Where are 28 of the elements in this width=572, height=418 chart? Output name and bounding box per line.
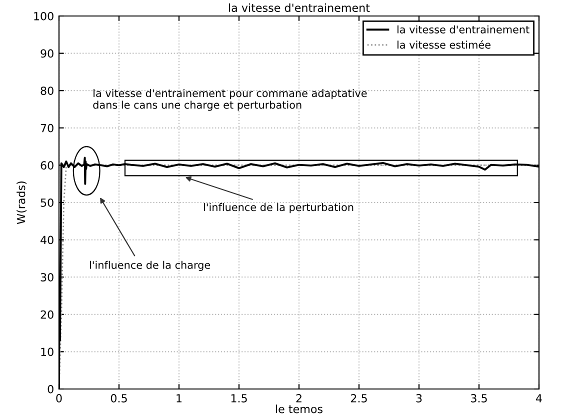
y-tick-label: 50: [40, 198, 54, 207]
y-tick-label: 40: [40, 236, 54, 244]
x-tick-label: 0.5: [110, 394, 127, 402]
annotation: l'influence de la perturbation: [204, 203, 354, 214]
x-tick-label: 2.5: [350, 394, 367, 402]
x-tick-label: 1: [176, 394, 182, 402]
x-tick-label: 3: [416, 394, 422, 402]
y-tick-label: 30: [40, 273, 54, 282]
y-axis-title: W(rads): [16, 182, 27, 224]
y-tick-label: 90: [40, 49, 54, 58]
x-tick-label: 4: [536, 394, 542, 402]
legend-label: la vitesse d'entrainement: [398, 25, 530, 34]
x-axis-title: le temos: [276, 404, 322, 414]
x-tick-label: 0: [56, 394, 62, 402]
annotation: l'influence de la charge: [90, 260, 210, 271]
x-tick-label: 2: [296, 394, 302, 402]
y-tick-label: 0: [48, 384, 54, 394]
y-tick-label: 20: [40, 310, 54, 319]
y-tick-label: 70: [40, 124, 54, 132]
x-tick-label: 1.5: [231, 394, 247, 402]
y-tick-label: 80: [40, 86, 54, 95]
chart-title: la vitesse d'entrainement: [229, 3, 370, 12]
annotation: la vitesse d'entrainement pour commane adaptative dans le cans une charge et perturbation: [93, 89, 367, 111]
y-tick-label: 100: [34, 12, 54, 20]
x-tick-label: 3.5: [471, 394, 487, 402]
y-tick-label: 60: [40, 161, 54, 170]
y-tick-label: 10: [41, 348, 54, 356]
legend-label: la vitesse estimée: [398, 40, 490, 49]
